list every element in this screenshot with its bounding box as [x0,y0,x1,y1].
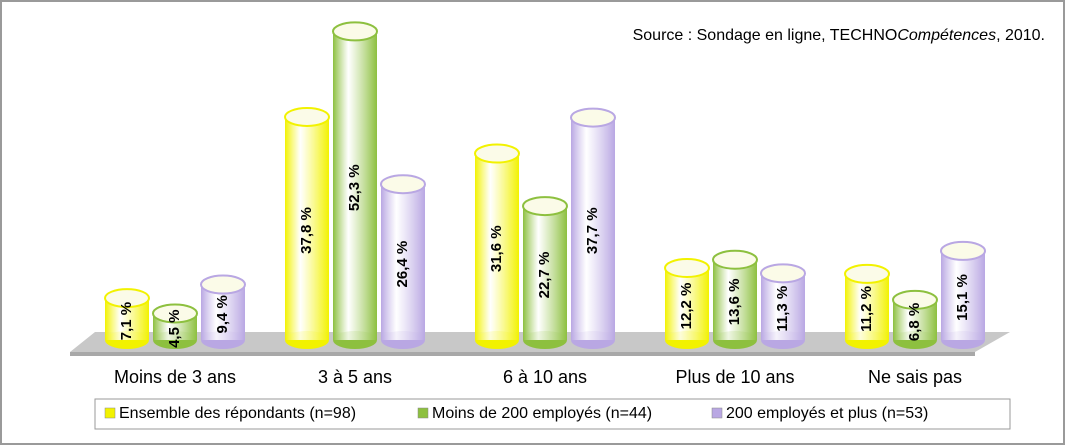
data-label: 4,5 % [166,310,183,348]
bar [523,206,567,340]
bar-top [284,106,330,127]
data-label: 7,1 % [118,302,135,340]
bar-top [380,174,426,195]
x-tick-label: Moins de 3 ans [114,367,236,387]
data-label: 15,1 % [954,274,971,321]
bar-top [844,263,890,284]
legend-swatch [711,407,723,419]
source-part: , 2010. [996,27,1045,44]
data-label: 52,3 % [346,164,363,211]
bar-top [152,303,198,324]
source-part: Compétences [897,27,996,44]
legend-label: Ensemble des répondants (n=98) [119,405,356,422]
bar-top [664,258,710,279]
data-label: 12,2 % [678,283,695,330]
x-tick-label: 3 à 5 ans [318,367,392,387]
bar [941,250,985,340]
bar-top [104,288,150,309]
x-tick-label: 6 à 10 ans [503,367,587,387]
legend-label: 200 employés et plus (n=53) [726,405,928,422]
data-label: 11,3 % [774,286,791,332]
legend-label: Moins de 200 employés (n=44) [432,405,652,422]
x-tick-label: Plus de 10 ans [675,367,794,387]
bar [381,184,425,340]
bar [333,31,377,341]
data-label: 6,8 % [906,303,923,341]
bar-top [474,143,520,164]
data-label: 13,6 % [726,279,743,326]
source-part: Source : Sondage en ligne, TECHNO [633,27,898,44]
bar-top [712,249,758,270]
data-label: 37,7 % [584,207,601,254]
data-label: 26,4 % [394,241,411,288]
data-label: 31,6 % [488,225,505,272]
legend-swatch [104,407,116,419]
bar-top [200,274,246,295]
bar-top [522,196,568,217]
legend-swatch [417,407,429,419]
legend [94,398,1011,430]
data-label: 37,8 % [298,207,315,254]
source: Source : Sondage en ligne, TECHNOCompéte… [633,27,1045,44]
bar [713,259,757,340]
bar-top [892,289,938,310]
floor-edge [70,352,975,356]
bar [571,117,615,340]
bar-top [940,240,986,261]
bar-top [760,263,806,284]
bar [285,116,329,340]
bar [845,273,889,340]
bar-top [570,107,616,128]
x-tick-label: Ne sais pas [868,367,962,387]
data-label: 9,4 % [214,295,231,333]
data-label: 11,2 % [858,286,875,332]
bar [665,268,709,340]
bar-top [332,21,378,42]
data-label: 22,7 % [536,252,553,299]
bar [761,273,805,340]
bar [475,153,519,340]
